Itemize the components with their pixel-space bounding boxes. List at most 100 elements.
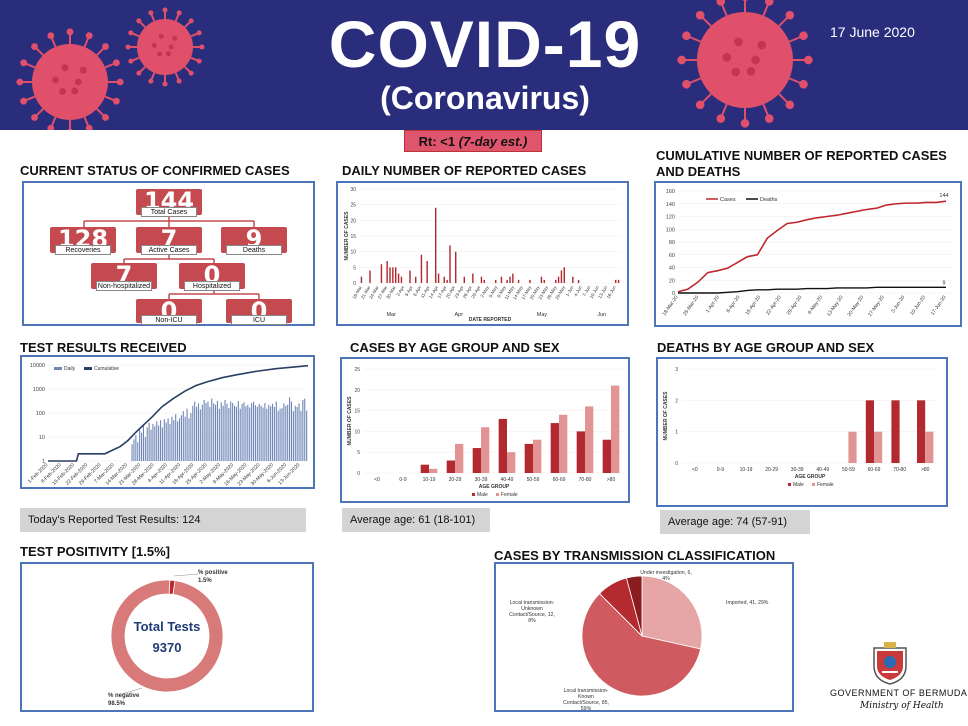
bar-male [420, 464, 429, 473]
bar [529, 279, 531, 283]
pie-label-line: 59% [581, 706, 592, 710]
bar-female [481, 427, 490, 473]
node-total-label: Total Cases [141, 207, 197, 217]
daily-bar [247, 404, 249, 461]
end-label-deaths: 9 [942, 280, 945, 286]
pie-label-line: 8% [528, 618, 536, 624]
status-panel: 144 Total Cases 128 Recoveries 7 Active Cas… [22, 181, 315, 326]
virus-spike-tip [199, 44, 205, 50]
node-recoveries-label: Recoveries [55, 245, 111, 255]
virus-spike-tip [20, 59, 28, 67]
bar [543, 279, 545, 283]
x-tick-label: 60-69 [553, 477, 566, 483]
daily-bar [146, 427, 148, 461]
bar [472, 273, 474, 283]
positive-label: % positive [198, 570, 228, 576]
deaths-age-chart: 0 1 2 3 <0 0-9 10-19 20-29 30-39 40-49 50-59 60-69 7… [663, 367, 938, 488]
y-tick-label: 15 [350, 234, 356, 240]
daily-bar [131, 444, 133, 461]
x-tick-label: 5-Apr [404, 285, 414, 297]
y-tick-label: 20 [350, 218, 356, 224]
virus-spike-tip [136, 70, 142, 76]
bar [555, 279, 557, 283]
daily-bar [264, 403, 266, 461]
virus-spot [751, 55, 760, 65]
virus-spike-tip [764, 114, 774, 123]
avg-age-deaths-box: Average age: 74 (57-91) [660, 510, 810, 534]
daily-bar [249, 407, 251, 461]
rt-note: (7-day est.) [458, 134, 528, 149]
daily-bar [239, 408, 241, 461]
virus-spot [151, 42, 157, 48]
section-title-tests: TEST RESULTS RECEIVED [20, 340, 187, 355]
y-tick-label: 10 [354, 429, 360, 435]
month-label: Mar [386, 312, 396, 318]
legend-label: Daily [64, 366, 76, 372]
y-tick-label: 5 [353, 265, 356, 271]
legend-swatch [788, 483, 791, 486]
x-tick-label: 40-49 [816, 467, 829, 473]
x-axis-title: AGE GROUP [795, 474, 826, 480]
x-tick-label: 20-May-20 [847, 295, 866, 318]
negative-annotation: % negative 98.5% [108, 692, 139, 708]
pie-label-line: Local transmission- [510, 600, 555, 606]
virus-spot [172, 35, 178, 41]
daily-bar [271, 403, 274, 461]
x-tick-label: 60-69 [868, 467, 881, 473]
x-tick-label: 16-Jun [606, 285, 617, 300]
virus-spike-tip [47, 32, 55, 40]
virus-spot [757, 40, 767, 50]
bar [435, 207, 437, 283]
positive-value: 1.5% [198, 578, 212, 584]
bar-female [874, 431, 883, 463]
x-tick-label: 2-May [479, 284, 490, 298]
y-tick-label: 10000 [30, 363, 45, 369]
daily-bar [300, 410, 302, 461]
virus-spike-tip [804, 55, 813, 65]
daily-bar [137, 442, 139, 461]
virus-spike-tip [799, 31, 808, 41]
daily-bar [222, 405, 224, 461]
bar-male [865, 400, 874, 463]
bar-female [429, 468, 438, 473]
daily-bar [140, 432, 143, 461]
daily-bar [171, 416, 173, 461]
x-tick-label: 11-Apr [420, 285, 431, 299]
section-title-daily: DAILY NUMBER OF REPORTED CASES [342, 163, 587, 178]
virus-spike-tip [196, 58, 202, 64]
daily-bar [298, 403, 300, 461]
daily-bar [152, 423, 154, 461]
x-tick-label: 25-Mar-20 [682, 295, 700, 318]
daily-bar [167, 418, 169, 461]
cumulative-panel: 0 20 40 60 80 100 120 140 160 Cases Deaths 144 9 18-M… [654, 181, 962, 327]
x-tick-label: 27-May-20 [867, 295, 886, 318]
pie-slice [581, 593, 702, 697]
y-tick-label: 140 [666, 202, 675, 208]
virus-spike-tip [188, 18, 194, 24]
daily-bar [292, 411, 294, 461]
virus-spike-tip [682, 31, 691, 41]
bar-male [498, 418, 507, 473]
header-banner: COVID-19 (Coronavirus) 17 June 2020 [0, 0, 968, 130]
pie-label-line: Known [578, 694, 594, 700]
y-axis-title: NUMBER OF CASES [347, 396, 353, 446]
month-label: Apr [455, 312, 464, 318]
pie-slice [641, 575, 703, 650]
virus-spot [722, 53, 732, 62]
bar [443, 276, 445, 283]
rt-badge: Rt: <1 (7-day est.) [404, 130, 542, 152]
x-tick-label: 8-Apr-20 [725, 295, 741, 315]
daily-bar [230, 401, 232, 461]
bar [617, 279, 620, 283]
y-tick-label: 15 [354, 409, 360, 415]
bar-female [455, 443, 464, 473]
x-tick-label: 18-Mar [351, 285, 363, 300]
daily-bar [178, 418, 181, 461]
bar [560, 270, 563, 283]
virus-spot [157, 51, 163, 57]
section-title-positivity: TEST POSITIVITY [1.5%] [20, 544, 171, 559]
daily-bar [275, 401, 277, 461]
x-tick-label: 5-May [488, 284, 499, 298]
bar [397, 273, 400, 283]
bar-female [611, 385, 620, 473]
